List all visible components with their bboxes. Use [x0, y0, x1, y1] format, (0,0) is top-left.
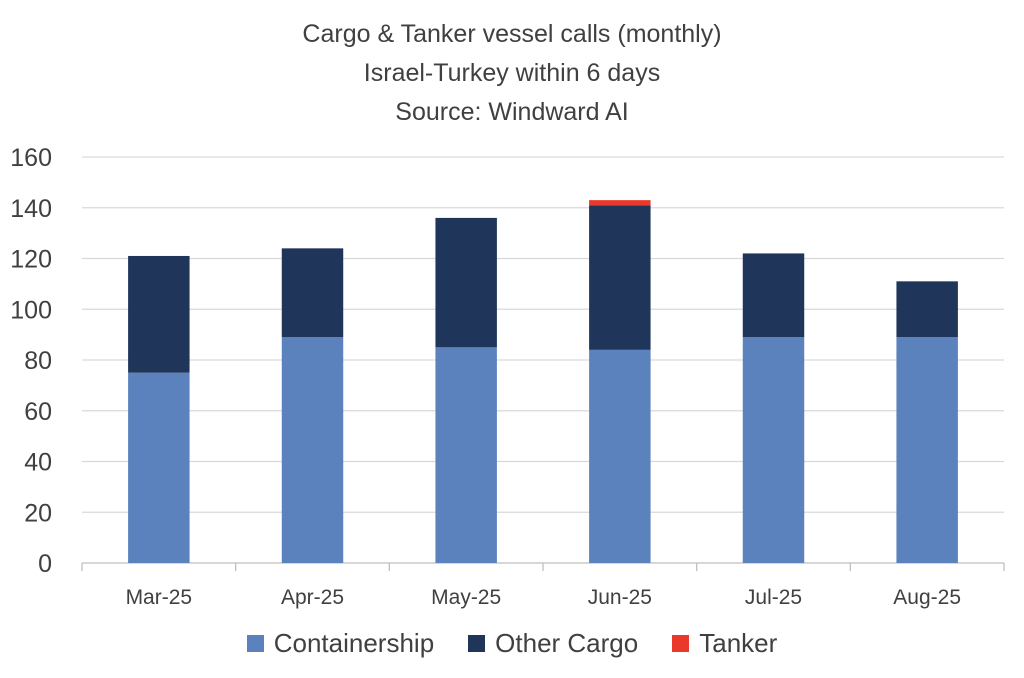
chart-title-line-2: Israel-Turkey within 6 days — [363, 59, 661, 87]
bar-containership-jul-25 — [742, 337, 805, 563]
y-tick-label-20: 20 — [24, 499, 52, 527]
y-tick-label-160: 160 — [10, 144, 52, 172]
bar-other-cargo-apr-25 — [281, 248, 344, 338]
legend-item-other-cargo: Other Cargo — [468, 628, 638, 659]
x-tick-label-apr-25: Apr-25 — [281, 586, 344, 609]
legend-item-tanker: Tanker — [672, 628, 777, 659]
bar-other-cargo-aug-25 — [896, 281, 958, 338]
bar-other-cargo-jun-25 — [589, 205, 651, 350]
y-tick-label-140: 140 — [10, 195, 52, 223]
x-tick-label-jul-25: Jul-25 — [745, 586, 802, 609]
bar-other-cargo-mar-25 — [128, 255, 190, 373]
chart-title-line-3: Source: Windward AI — [395, 98, 629, 126]
chart-legend: Containership Other Cargo Tanker — [0, 628, 1024, 659]
legend-item-containership: Containership — [246, 628, 435, 659]
legend-label-containership: Containership — [273, 628, 435, 658]
legend-label-other-cargo: Other Cargo — [495, 628, 639, 658]
x-tick-label-mar-25: Mar-25 — [126, 586, 193, 609]
bar-containership-apr-25 — [281, 337, 344, 563]
x-tick-label-jun-25: Jun-25 — [588, 586, 652, 609]
bar-containership-may-25 — [435, 347, 497, 563]
chart-title-line-1: Cargo & Tanker vessel calls (monthly) — [302, 20, 722, 48]
y-tick-label-100: 100 — [10, 296, 52, 324]
y-tick-label-60: 60 — [24, 398, 52, 426]
y-tick-label-40: 40 — [24, 449, 52, 477]
x-tick-label-may-25: May-25 — [431, 586, 501, 609]
bar-tanker-jun-25 — [589, 200, 651, 206]
legend-label-tanker: Tanker — [699, 628, 778, 658]
bar-other-cargo-jul-25 — [742, 253, 805, 338]
legend-swatch-containership — [246, 635, 264, 652]
y-tick-label-120: 120 — [10, 246, 52, 274]
bar-containership-aug-25 — [896, 337, 958, 563]
legend-swatch-other-cargo — [468, 635, 486, 652]
bar-containership-jun-25 — [589, 349, 651, 563]
y-tick-label-80: 80 — [24, 347, 52, 375]
y-tick-label-0: 0 — [38, 550, 52, 578]
legend-swatch-tanker — [672, 635, 690, 652]
x-tick-label-aug-25: Aug-25 — [893, 586, 961, 609]
bar-containership-mar-25 — [128, 372, 190, 563]
bar-other-cargo-may-25 — [435, 217, 497, 348]
